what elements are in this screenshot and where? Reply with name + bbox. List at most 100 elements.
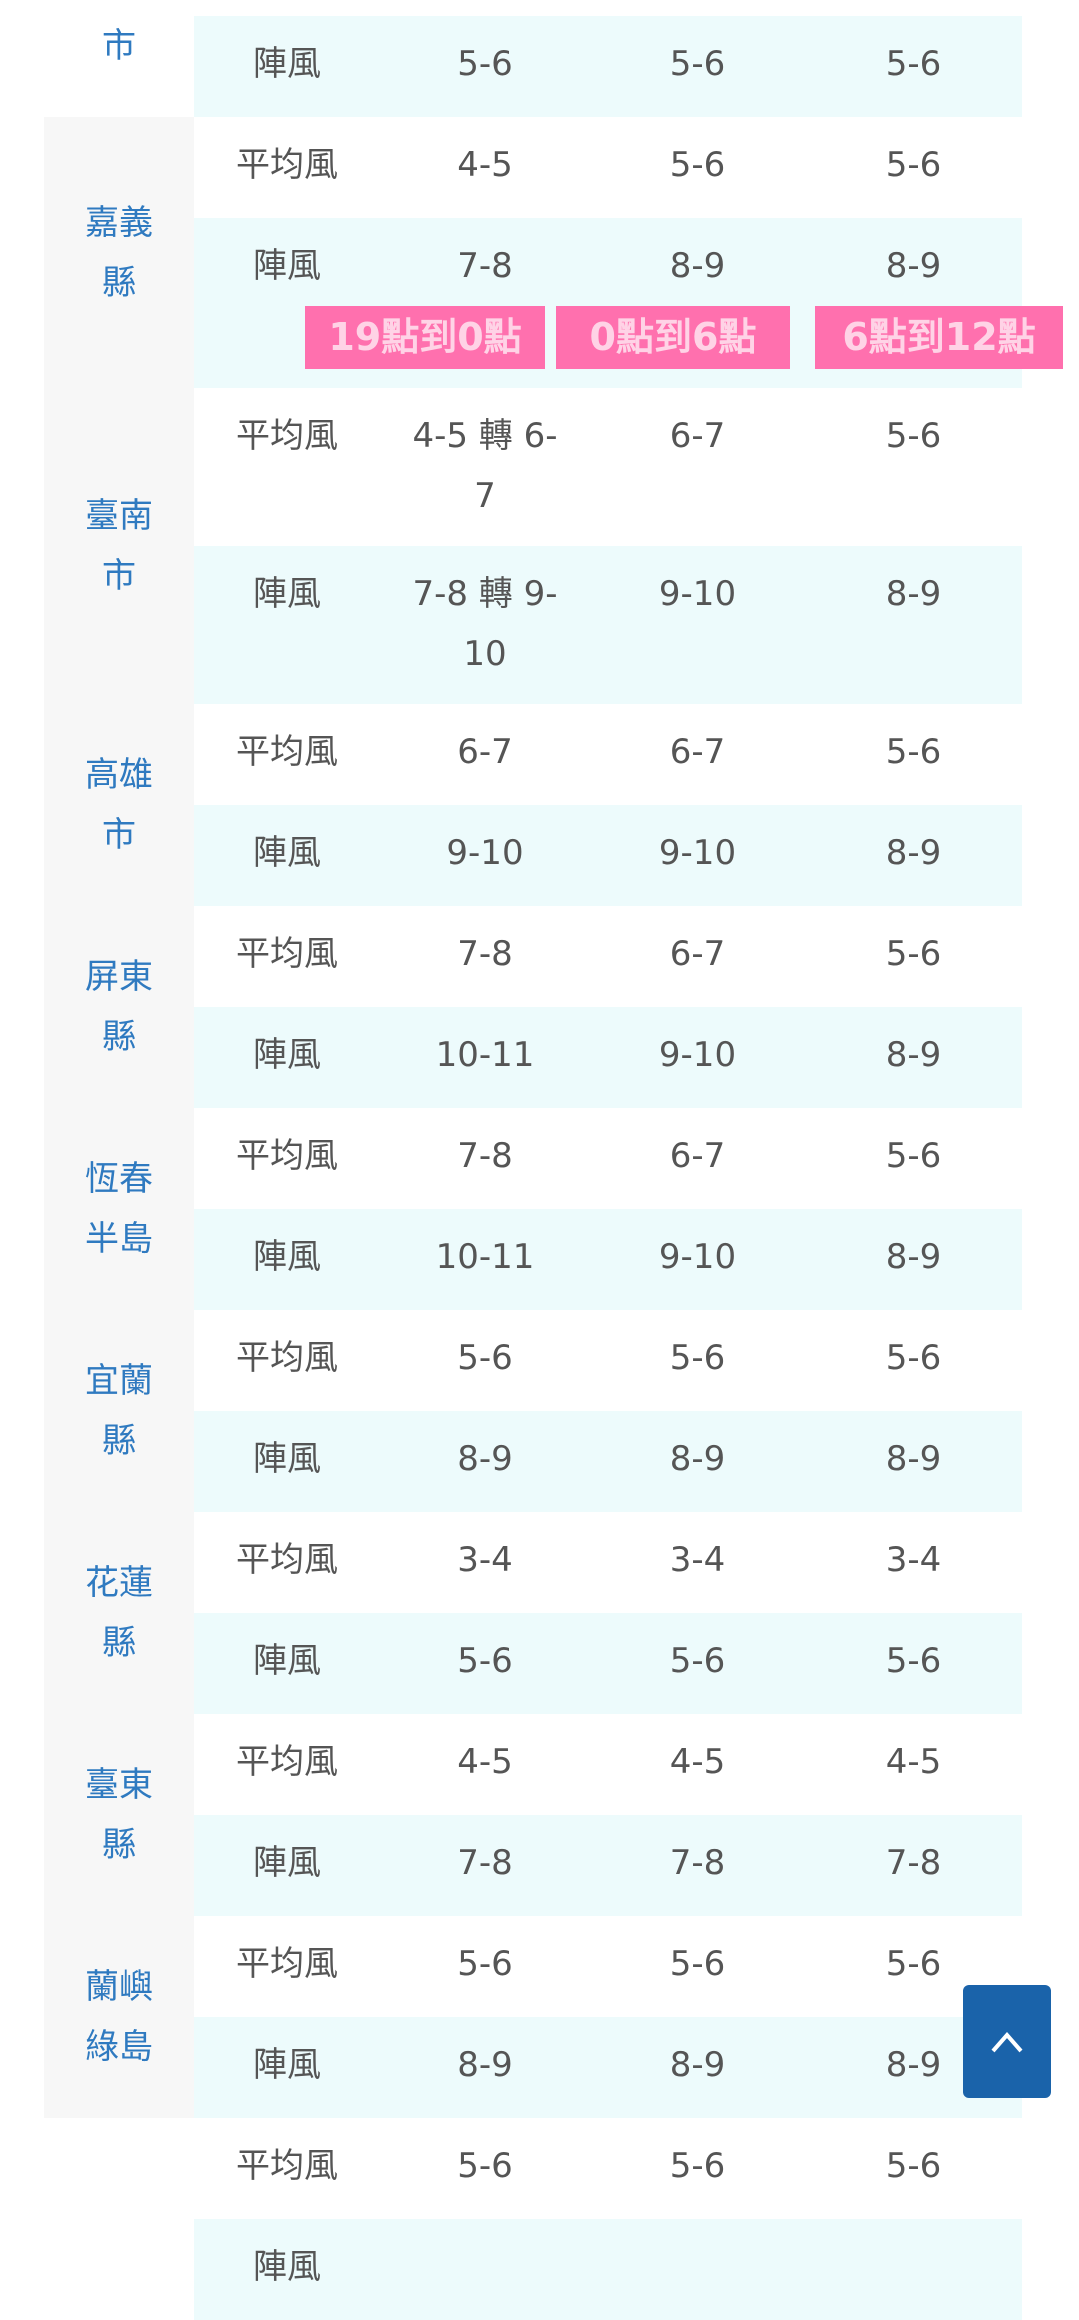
wind-level-cell: 5-6 (669, 1944, 726, 1984)
city-group: 恆春 半島 平均風 7-8 6-7 5-6 陣風 10-11 9-10 8-9 (44, 1108, 1022, 1310)
city-name-line: 臺東 (85, 1765, 153, 1805)
wind-level-cell: 8-9 (885, 2045, 942, 2085)
city-name: 臺南市 (44, 388, 194, 704)
chevron-up-icon (991, 2031, 1023, 2052)
table-row: 平均風 3-4 3-4 3-4 (194, 1512, 1022, 1613)
city-group: 蘭嶼 綠島 平均風 5-6 5-6 5-6 陣風 8-9 8-9 8-9 (44, 1916, 1022, 2118)
table-row: 平均風 5-6 5-6 5-6 (194, 1310, 1022, 1411)
wind-type-cell: 平均風 (236, 1338, 338, 1378)
table-row: 平均風 7-8 6-7 5-6 (194, 1108, 1022, 1209)
city-group: 花蓮縣 平均風 3-4 3-4 3-4 陣風 5-6 5-6 5-6 (44, 1512, 1022, 1714)
wind-level-cell: 7-8 (457, 246, 513, 286)
wind-type-cell: 平均風 (236, 732, 338, 772)
wind-type-cell: 陣風 (253, 1843, 321, 1883)
wind-type-cell: 平均風 (236, 1742, 338, 1782)
city-group: 宜蘭縣 平均風 5-6 5-6 5-6 陣風 8-9 8-9 8-9 (44, 1310, 1022, 1512)
wind-level-cell: 3-4 (457, 1540, 513, 1580)
wind-level-cell: 4-5 轉 6-7 (412, 416, 558, 516)
wind-level-cell: 5-6 (885, 44, 942, 84)
table-row: 陣風 8-9 8-9 8-9 (194, 2017, 1022, 2118)
wind-type-cell: 陣風 (253, 1439, 321, 1479)
city-name-line: 臺南 (85, 496, 153, 536)
wind-type-cell: 陣風 (253, 1237, 321, 1277)
wind-level-cell: 9-10 (446, 833, 524, 873)
wind-level-cell: 8-9 (885, 246, 942, 286)
wind-level-cell: 10-11 (435, 1237, 535, 1277)
city-name: 屏東縣 (44, 906, 194, 1108)
overlay-label-6-12: 6點到12點 (815, 306, 1063, 369)
city-name-line: 縣 (102, 1623, 136, 1663)
table-row: 陣風 10-11 9-10 8-9 (194, 1209, 1022, 1310)
wind-type-cell: 陣風 (253, 574, 321, 614)
city-name-line: 屏東 (85, 957, 153, 997)
wind-level-cell: 9-10 (658, 574, 737, 614)
wind-level-cell: 8-9 (885, 1237, 942, 1277)
overlay-label-0-6: 0點到6點 (556, 306, 790, 369)
table-row: 平均風 4-5 轉 6-7 6-7 5-6 (194, 388, 1022, 546)
wind-level-cell: 7-8 (669, 1843, 726, 1883)
city-name-line: 宜蘭 (85, 1361, 153, 1401)
wind-level-cell: 6-7 (669, 732, 726, 772)
wind-forecast-table: 市平均風陣風5-65-65-6嘉義縣平均風4-55-65-6陣風7-88-98-… (44, 0, 1022, 2320)
wind-level-cell: 8-9 (885, 833, 942, 873)
wind-level-cell: 4-5 (457, 1742, 513, 1782)
wind-level-cell: 4-5 (669, 1742, 726, 1782)
wind-level-cell: 6-7 (669, 934, 726, 974)
wind-type-cell: 平均風 (236, 1540, 338, 1580)
wind-level-cell: 8-9 (669, 1439, 726, 1479)
wind-level-cell: 4-5 (457, 145, 513, 185)
wind-type-cell: 平均風 (236, 1136, 338, 1176)
wind-level-cell: 3-4 (885, 1540, 942, 1580)
city-group: 高雄市 平均風 6-7 6-7 5-6 陣風 9-10 9-10 8-9 (44, 704, 1022, 906)
wind-level-cell: 6-7 (669, 1136, 726, 1176)
table-row: 陣風 7-8 轉 9-10 9-10 8-9 (194, 546, 1022, 704)
scroll-to-top-button[interactable] (963, 1985, 1051, 2098)
wind-level-cell: 5-6 (885, 1136, 942, 1176)
city-name-line: 縣 (102, 1421, 136, 1461)
wind-level-cell: 5-6 (885, 2146, 942, 2186)
wind-level-cell: 5-6 (457, 1338, 513, 1378)
city-name: 高雄市 (44, 704, 194, 906)
wind-type-cell: 陣風 (253, 246, 321, 286)
table-row: 陣風 10-11 9-10 8-9 (194, 1007, 1022, 1108)
city-name-line: 市 (102, 815, 136, 855)
wind-type-cell: 陣風 (253, 1035, 321, 1075)
wind-level-cell: 9-10 (658, 1035, 737, 1075)
table-row: 陣風 5-6 5-6 5-6 (194, 16, 1022, 117)
city-name: 恆春 半島 (44, 1108, 194, 1310)
wind-level-cell: 9-10 (658, 833, 737, 873)
table-row: 平均風 6-7 6-7 5-6 (194, 704, 1022, 805)
city-name-line: 市 (102, 556, 136, 596)
wind-level-cell: 8-9 (457, 2045, 513, 2085)
city-name-line: 恆春 (85, 1159, 153, 1199)
city-group: 屏東縣 平均風 7-8 6-7 5-6 陣風 10-11 9-10 8-9 (44, 906, 1022, 1108)
table-row: 陣風 9-10 9-10 8-9 (194, 805, 1022, 906)
city-name-line: 市 (102, 26, 136, 66)
wind-level-cell: 5-6 (669, 2146, 726, 2186)
wind-level-cell: 9-10 (658, 1237, 737, 1277)
table-row: 陣風 5-6 5-6 5-6 (194, 1613, 1022, 1714)
wind-level-cell (380, 2237, 590, 2300)
city-name (44, 2118, 194, 2320)
city-name-line: 縣 (102, 1017, 136, 1057)
wind-level-cell: 8-9 (457, 1439, 513, 1479)
wind-level-cell: 5-6 (457, 44, 513, 84)
wind-level-cell: 5-6 (885, 1338, 942, 1378)
city-name-line: 蘭嶼 (85, 1967, 153, 2007)
wind-level-cell: 8-9 (885, 574, 942, 614)
city-name-line: 縣 (102, 262, 136, 303)
wind-level-cell: 7-8 (457, 1843, 513, 1883)
wind-level-cell: 3-4 (669, 1540, 726, 1580)
city-name-line: 縣 (102, 1825, 136, 1865)
wind-type-cell: 平均風 (236, 934, 338, 974)
wind-level-cell: 5-6 (885, 732, 942, 772)
wind-level-cell: 8-9 (885, 1439, 942, 1479)
city-group: 平均風 5-6 5-6 5-6 陣風 (44, 2118, 1022, 2320)
wind-type-cell: 陣風 (253, 2045, 321, 2085)
city-group: 臺東縣 平均風 4-5 4-5 4-5 陣風 7-8 7-8 7-8 (44, 1714, 1022, 1916)
table-row: 平均風 5-6 5-6 5-6 (194, 2118, 1022, 2219)
table-row: 陣風 (194, 2219, 1022, 2320)
city-name-line: 嘉義 (85, 202, 153, 243)
wind-level-cell: 8-9 (669, 246, 726, 286)
table-row: 平均風 5-6 5-6 5-6 (194, 1916, 1022, 2017)
